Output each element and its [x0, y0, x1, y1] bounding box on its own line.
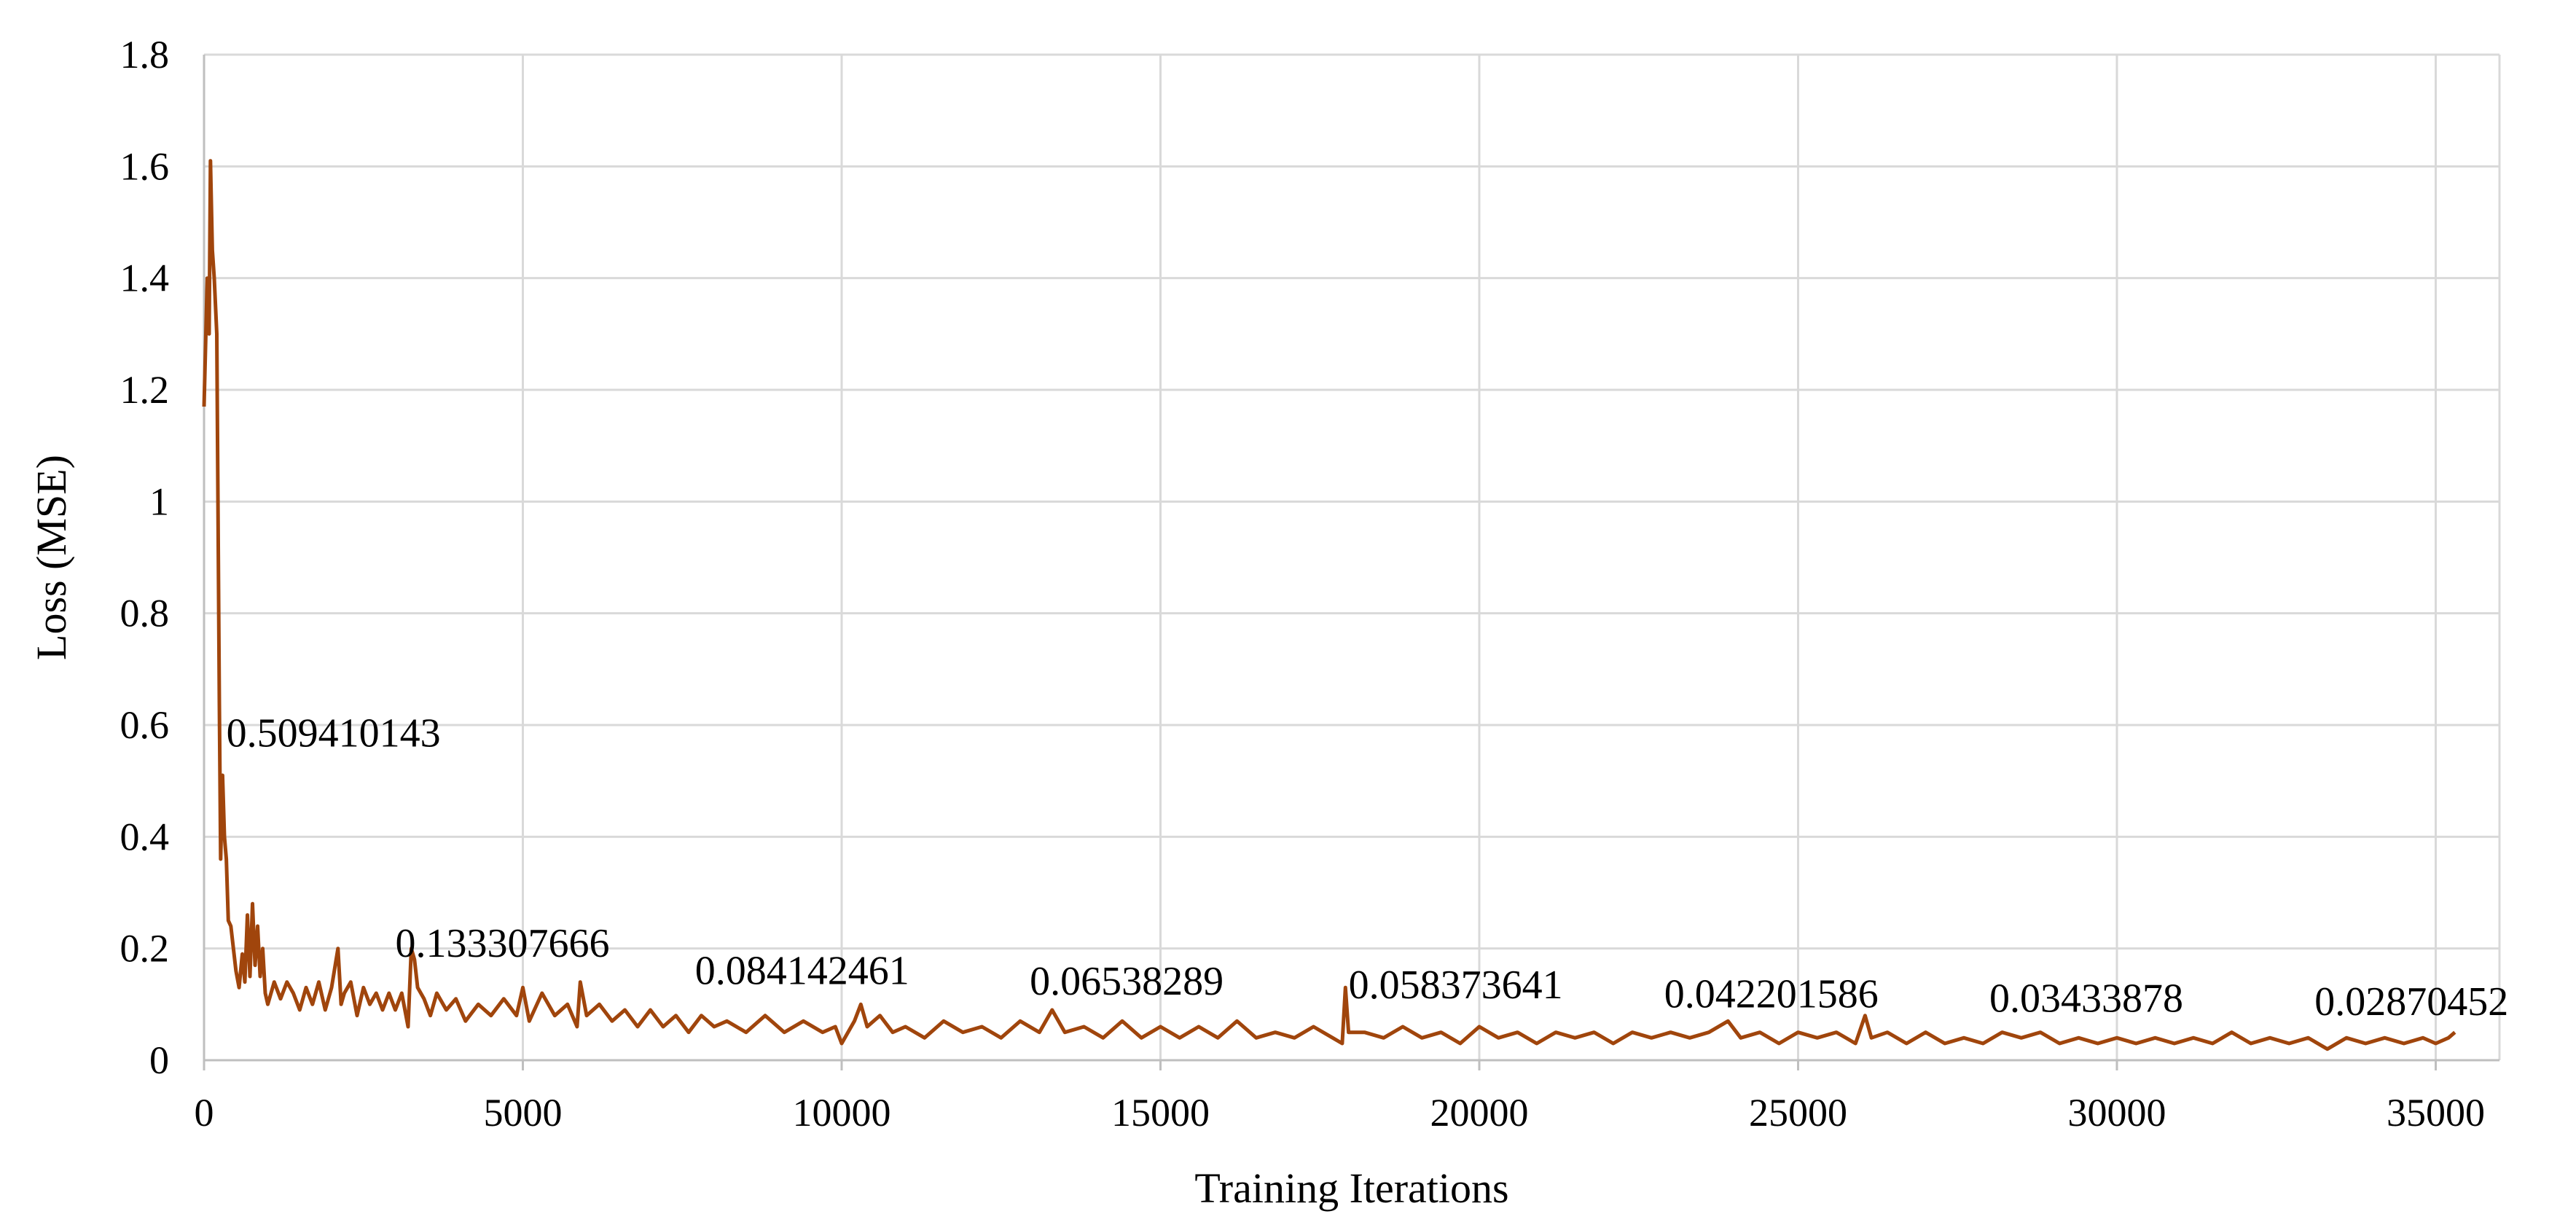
data-labels: 0.509410143 0.133307666 0.084142461 0.06538…: [227, 710, 2509, 1025]
data-label: 0.02870452: [2314, 979, 2508, 1025]
y-tick-label: 1.6: [120, 144, 170, 188]
x-tick-label: 35000: [2387, 1091, 2485, 1135]
y-tick-label: 0.8: [120, 592, 170, 635]
y-tick-label: 1: [149, 479, 169, 523]
y-tick-label: 1.4: [120, 256, 170, 300]
x-tick-label: 5000: [484, 1091, 563, 1135]
series-group: [202, 159, 2456, 1051]
x-tick-label: 20000: [1430, 1091, 1529, 1135]
x-tick-label: 15000: [1111, 1091, 1210, 1135]
x-tick-label: 25000: [1749, 1091, 1847, 1135]
data-label: 0.03433878: [1989, 976, 2183, 1022]
y-tick-label: 0.6: [120, 703, 170, 747]
y-tick-label: 0: [149, 1038, 169, 1082]
data-label: 0.06538289: [1030, 959, 1224, 1004]
x-axis-title: Training Iterations: [1194, 1164, 1508, 1212]
y-tick-label: 0.2: [120, 927, 170, 971]
x-tick-label: 0: [195, 1091, 214, 1135]
x-tick-label: 30000: [2068, 1091, 2166, 1135]
y-tick-label: 1.8: [120, 33, 170, 77]
axes: 0 0.2 0.4 0.6 0.8 1 1.2 1.4 1.6 1.8 0 5000 10000 1500…: [120, 33, 2499, 1135]
y-tick-label: 0.4: [120, 815, 170, 858]
data-label: 0.084142461: [695, 948, 909, 993]
grid: [204, 53, 2501, 1060]
data-label: 0.133307666: [396, 921, 610, 966]
y-tick-label: 1.2: [120, 368, 170, 412]
loss-series-line: [202, 159, 2456, 1051]
data-label: 0.509410143: [227, 710, 441, 756]
data-label: 0.058373641: [1349, 963, 1563, 1008]
x-tick-label: 10000: [793, 1091, 891, 1135]
y-axis-title: Loss (MSE): [28, 455, 75, 660]
data-label: 0.042201586: [1664, 972, 1879, 1017]
